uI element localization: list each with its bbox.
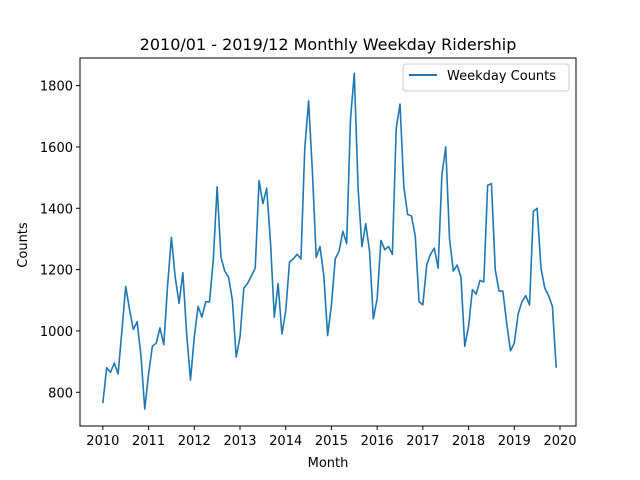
legend-frame [402,63,570,92]
x-tick-label: 2012 [178,434,211,449]
y-tick-label: 1000 [40,325,73,340]
x-tick-label: 2015 [315,434,348,449]
y-axis-label: Counts [16,222,31,268]
y-tick-label: 1400 [40,202,73,217]
x-tick-label: 2017 [406,434,439,449]
x-tick-label: 2011 [132,434,165,449]
legend: Weekday Counts [402,63,570,92]
x-tick-label: 2019 [498,434,531,449]
plot-area: 2010 2011 2012 2013 2014 2015 2016 2017 2018 2019… [40,57,577,449]
x-tick-label: 2020 [543,434,576,449]
y-tick-label: 1600 [40,141,73,156]
chart-title: 2010/01 - 2019/12 Monthly Weekday Riders… [140,35,517,54]
y-tick-label: 800 [48,386,73,401]
legend-label: Weekday Counts [447,69,556,84]
y-tick-label: 1800 [40,80,73,95]
x-tick-label: 2010 [86,434,119,449]
series-line-0 [102,72,558,410]
axes-frame [79,57,577,427]
x-tick-label: 2013 [223,434,256,449]
x-axis-label: Month [308,456,349,471]
x-tick-label: 2014 [269,434,302,449]
x-tick-label: 2016 [361,434,394,449]
x-tick-label: 2018 [452,434,485,449]
y-tick-label: 1200 [40,264,73,279]
